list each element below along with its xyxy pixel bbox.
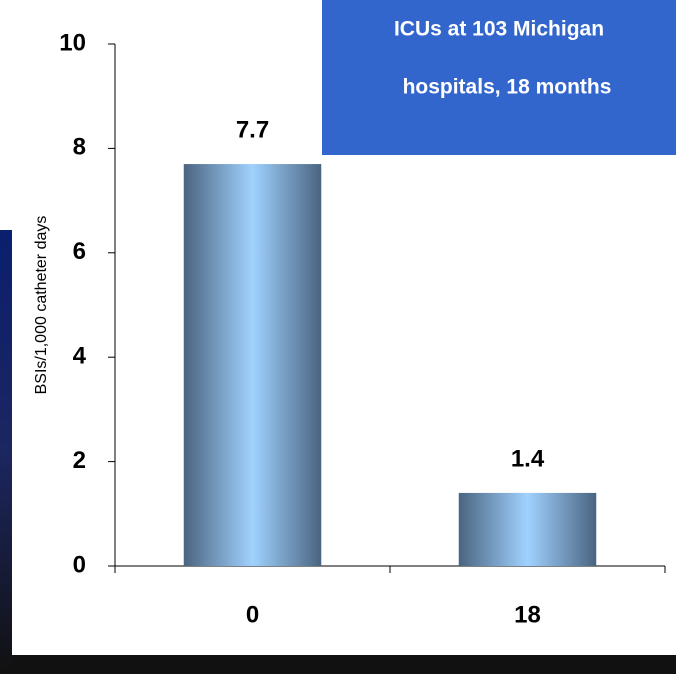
y-tick-label: 4: [73, 343, 87, 370]
y-tick-label: 10: [59, 29, 86, 56]
annotation-text: hospitals, 18 months: [403, 76, 612, 99]
y-tick-label: 8: [73, 134, 86, 161]
annotation-text: ICUs at 103 Michigan: [394, 18, 604, 41]
y-axis-label: BSIs/1,000 catheter days: [33, 216, 50, 395]
data-label: 7.7: [236, 116, 269, 143]
x-tick-label: 0: [246, 601, 259, 628]
bar: [183, 164, 322, 566]
y-tick-label: 0: [73, 551, 86, 578]
data-label: 1.4: [511, 445, 545, 472]
bottom-band: [12, 655, 676, 674]
y-tick-label: 2: [73, 447, 86, 474]
side-panel: [0, 230, 12, 674]
bar: [458, 492, 597, 566]
annotation-box: [322, 0, 676, 155]
x-tick-label: 18: [514, 601, 541, 628]
y-tick-label: 6: [73, 238, 86, 265]
